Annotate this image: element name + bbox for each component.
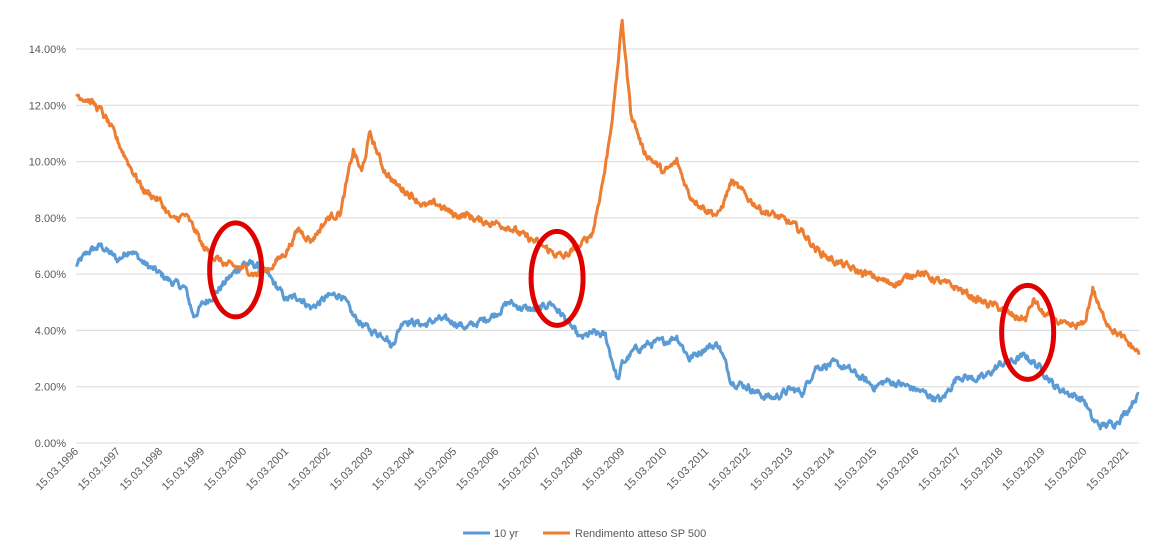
x-tick-label: 15.03.2018: [958, 446, 1005, 493]
y-tick-label: 2.00%: [35, 382, 66, 394]
series-line-sp500: [75, 18, 1141, 356]
legend-label-10yr: 10 yr: [494, 528, 519, 540]
x-tick-label: 15.03.2008: [538, 446, 585, 493]
y-tick-label: 14.00%: [29, 44, 67, 56]
x-tick-label: 15.03.2017: [916, 446, 963, 493]
x-tick-label: 15.03.2001: [244, 446, 291, 493]
gridlines: [76, 48, 1139, 444]
x-axis-ticks: 15.03.199615.03.199715.03.199815.03.1999…: [34, 446, 1132, 493]
y-tick-label: 6.00%: [35, 269, 66, 281]
x-tick-label: 15.03.2010: [622, 446, 669, 493]
y-tick-label: 12.00%: [29, 100, 67, 112]
annotation-ellipse: [999, 282, 1057, 382]
x-tick-label: 15.03.2020: [1042, 446, 1089, 493]
x-tick-label: 15.03.2007: [496, 446, 543, 493]
series-line-10yr: [75, 242, 1140, 431]
x-tick-label: 15.03.2019: [1000, 446, 1047, 493]
x-tick-label: 15.03.2005: [412, 446, 459, 493]
legend-label-sp500: Rendimento atteso SP 500: [575, 528, 706, 540]
x-tick-label: 15.03.2011: [665, 446, 712, 493]
y-axis-ticks: 0.00% 2.00% 4.00% 6.00% 8.00% 10.00% 12.00% 14.…: [29, 44, 67, 450]
y-tick-label: 10.00%: [29, 157, 67, 169]
x-tick-label: 15.03.2003: [328, 446, 375, 493]
x-tick-label: 15.03.2004: [370, 446, 417, 493]
x-tick-label: 15.03.2013: [748, 446, 795, 493]
x-tick-label: 15.03.2015: [832, 446, 879, 493]
x-tick-label: 15.03.2021: [1084, 446, 1131, 493]
x-tick-label: 15.03.1998: [118, 446, 165, 493]
series-lines: [75, 18, 1141, 431]
annotation-ellipse: [528, 228, 586, 328]
x-tick-label: 15.03.2012: [706, 446, 753, 493]
x-tick-label: 15.03.2002: [286, 446, 333, 493]
x-tick-label: 15.03.1997: [76, 446, 123, 493]
annotation-circles: [207, 220, 1057, 382]
x-tick-label: 15.03.2006: [454, 446, 501, 493]
legend: 10 yr Rendimento atteso SP 500: [463, 528, 706, 540]
x-tick-label: 15.03.2014: [790, 446, 837, 493]
x-tick-label: 15.03.2016: [874, 446, 921, 493]
x-tick-label: 15.03.2000: [202, 446, 249, 493]
annotation-ellipse: [207, 220, 265, 320]
x-tick-label: 15.03.1999: [160, 446, 207, 493]
x-tick-label: 15.03.1996: [34, 446, 81, 493]
y-tick-label: 4.00%: [35, 325, 66, 337]
y-tick-label: 0.00%: [35, 438, 66, 450]
x-tick-label: 15.03.2009: [580, 446, 627, 493]
y-tick-label: 8.00%: [35, 213, 66, 225]
